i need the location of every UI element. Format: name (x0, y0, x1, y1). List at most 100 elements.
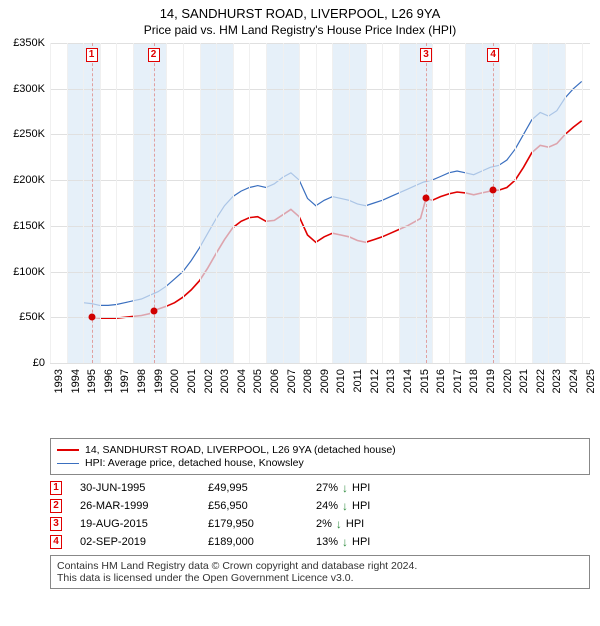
v-gridline (83, 43, 84, 363)
x-tick-label: 1998 (136, 369, 148, 393)
y-tick-label: £100K (0, 266, 45, 278)
x-tick-label: 2010 (335, 369, 347, 393)
v-gridline (299, 43, 300, 363)
x-tick-label: 2012 (369, 369, 381, 393)
x-tick-label: 2025 (585, 369, 597, 393)
x-tick-label: 1994 (70, 369, 82, 393)
v-gridline (283, 43, 284, 363)
sale-dot (150, 307, 157, 314)
v-gridline (116, 43, 117, 363)
v-gridline (233, 43, 234, 363)
x-tick-label: 2017 (452, 369, 464, 393)
x-tick-label: 2022 (535, 369, 547, 393)
sale-delta-pct: 13% (316, 536, 338, 548)
x-tick-label: 2005 (252, 369, 264, 393)
page-title: 14, SANDHURST ROAD, LIVERPOOL, L26 9YA (0, 6, 600, 21)
footer-line1: Contains HM Land Registry data © Crown c… (57, 560, 583, 572)
sale-marker-badge: 1 (86, 48, 98, 62)
y-tick-label: £150K (0, 220, 45, 232)
sale-marker-line (493, 43, 494, 363)
x-tick-label: 1996 (103, 369, 115, 393)
x-tick-label: 2009 (319, 369, 331, 393)
sale-marker-line (426, 43, 427, 363)
sale-date: 26-MAR-1999 (80, 500, 190, 512)
x-tick-label: 2019 (485, 369, 497, 393)
v-gridline (582, 43, 583, 363)
v-gridline (100, 43, 101, 363)
sale-delta-trail: HPI (352, 500, 370, 512)
sale-price: £189,000 (208, 536, 298, 548)
x-tick-label: 2007 (286, 369, 298, 393)
v-gridline (349, 43, 350, 363)
v-gridline (150, 43, 151, 363)
x-tick-label: 2021 (518, 369, 530, 393)
page-subtitle: Price paid vs. HM Land Registry's House … (0, 23, 600, 37)
y-tick-label: £250K (0, 128, 45, 140)
arrow-down-icon: ↓ (342, 535, 348, 549)
v-gridline (465, 43, 466, 363)
v-gridline (416, 43, 417, 363)
sales-table-row: 319-AUG-2015£179,9502%↓HPI (50, 517, 590, 531)
sale-marker-badge: 3 (420, 48, 432, 62)
sale-price: £49,995 (208, 482, 298, 494)
sale-date: 19-AUG-2015 (80, 518, 190, 530)
v-gridline (183, 43, 184, 363)
sale-date: 02-SEP-2019 (80, 536, 190, 548)
v-gridline (249, 43, 250, 363)
line-layer (50, 43, 590, 363)
h-gridline (50, 272, 590, 273)
sale-index-badge: 3 (50, 517, 62, 531)
x-tick-label: 1999 (153, 369, 165, 393)
x-tick-label: 2016 (435, 369, 447, 393)
legend-row: 14, SANDHURST ROAD, LIVERPOOL, L26 9YA (… (57, 444, 583, 456)
arrow-down-icon: ↓ (336, 517, 342, 531)
sale-price: £56,950 (208, 500, 298, 512)
arrow-down-icon: ↓ (342, 481, 348, 495)
legend-label: 14, SANDHURST ROAD, LIVERPOOL, L26 9YA (… (85, 444, 396, 456)
sales-table-row: 130-JUN-1995£49,99527%↓HPI (50, 481, 590, 495)
sale-delta-trail: HPI (346, 518, 364, 530)
footer-line2: This data is licensed under the Open Gov… (57, 572, 583, 584)
legend: 14, SANDHURST ROAD, LIVERPOOL, L26 9YA (… (50, 438, 590, 475)
v-gridline (366, 43, 367, 363)
sale-delta-pct: 27% (316, 482, 338, 494)
sale-delta: 2% ↓ HPI (316, 517, 364, 531)
x-tick-label: 2002 (203, 369, 215, 393)
arrow-down-icon: ↓ (342, 499, 348, 513)
v-gridline (532, 43, 533, 363)
x-tick-label: 2018 (468, 369, 480, 393)
legend-swatch (57, 449, 79, 451)
sale-dot (423, 195, 430, 202)
v-gridline (515, 43, 516, 363)
sales-table-row: 226-MAR-1999£56,95024%↓HPI (50, 499, 590, 513)
h-gridline (50, 226, 590, 227)
sale-delta: 27%↓HPI (316, 481, 370, 495)
chart-container: 14, SANDHURST ROAD, LIVERPOOL, L26 9YA P… (0, 6, 600, 626)
h-gridline (50, 134, 590, 135)
v-gridline (499, 43, 500, 363)
h-gridline (50, 43, 590, 44)
x-tick-label: 2008 (302, 369, 314, 393)
x-tick-label: 2014 (402, 369, 414, 393)
v-gridline (565, 43, 566, 363)
sale-delta-trail: HPI (352, 536, 370, 548)
sale-date: 30-JUN-1995 (80, 482, 190, 494)
v-gridline (266, 43, 267, 363)
x-tick-label: 2011 (352, 369, 364, 393)
sales-table-row: 402-SEP-2019£189,00013%↓HPI (50, 535, 590, 549)
legend-label: HPI: Average price, detached house, Know… (85, 457, 304, 469)
y-tick-label: £350K (0, 37, 45, 49)
y-tick-label: £0 (0, 357, 45, 369)
v-gridline (482, 43, 483, 363)
v-gridline (50, 43, 51, 363)
v-gridline (432, 43, 433, 363)
x-tick-label: 2004 (236, 369, 248, 393)
sale-delta: 24%↓HPI (316, 499, 370, 513)
h-gridline (50, 317, 590, 318)
x-tick-label: 2015 (419, 369, 431, 393)
x-tick-label: 2020 (502, 369, 514, 393)
x-tick-label: 2013 (385, 369, 397, 393)
sale-delta-pct: 2% (316, 518, 332, 530)
chart-area: £0£50K£100K£150K£200K£250K£300K£350K1234… (50, 43, 590, 388)
sale-marker-badge: 4 (487, 48, 499, 62)
